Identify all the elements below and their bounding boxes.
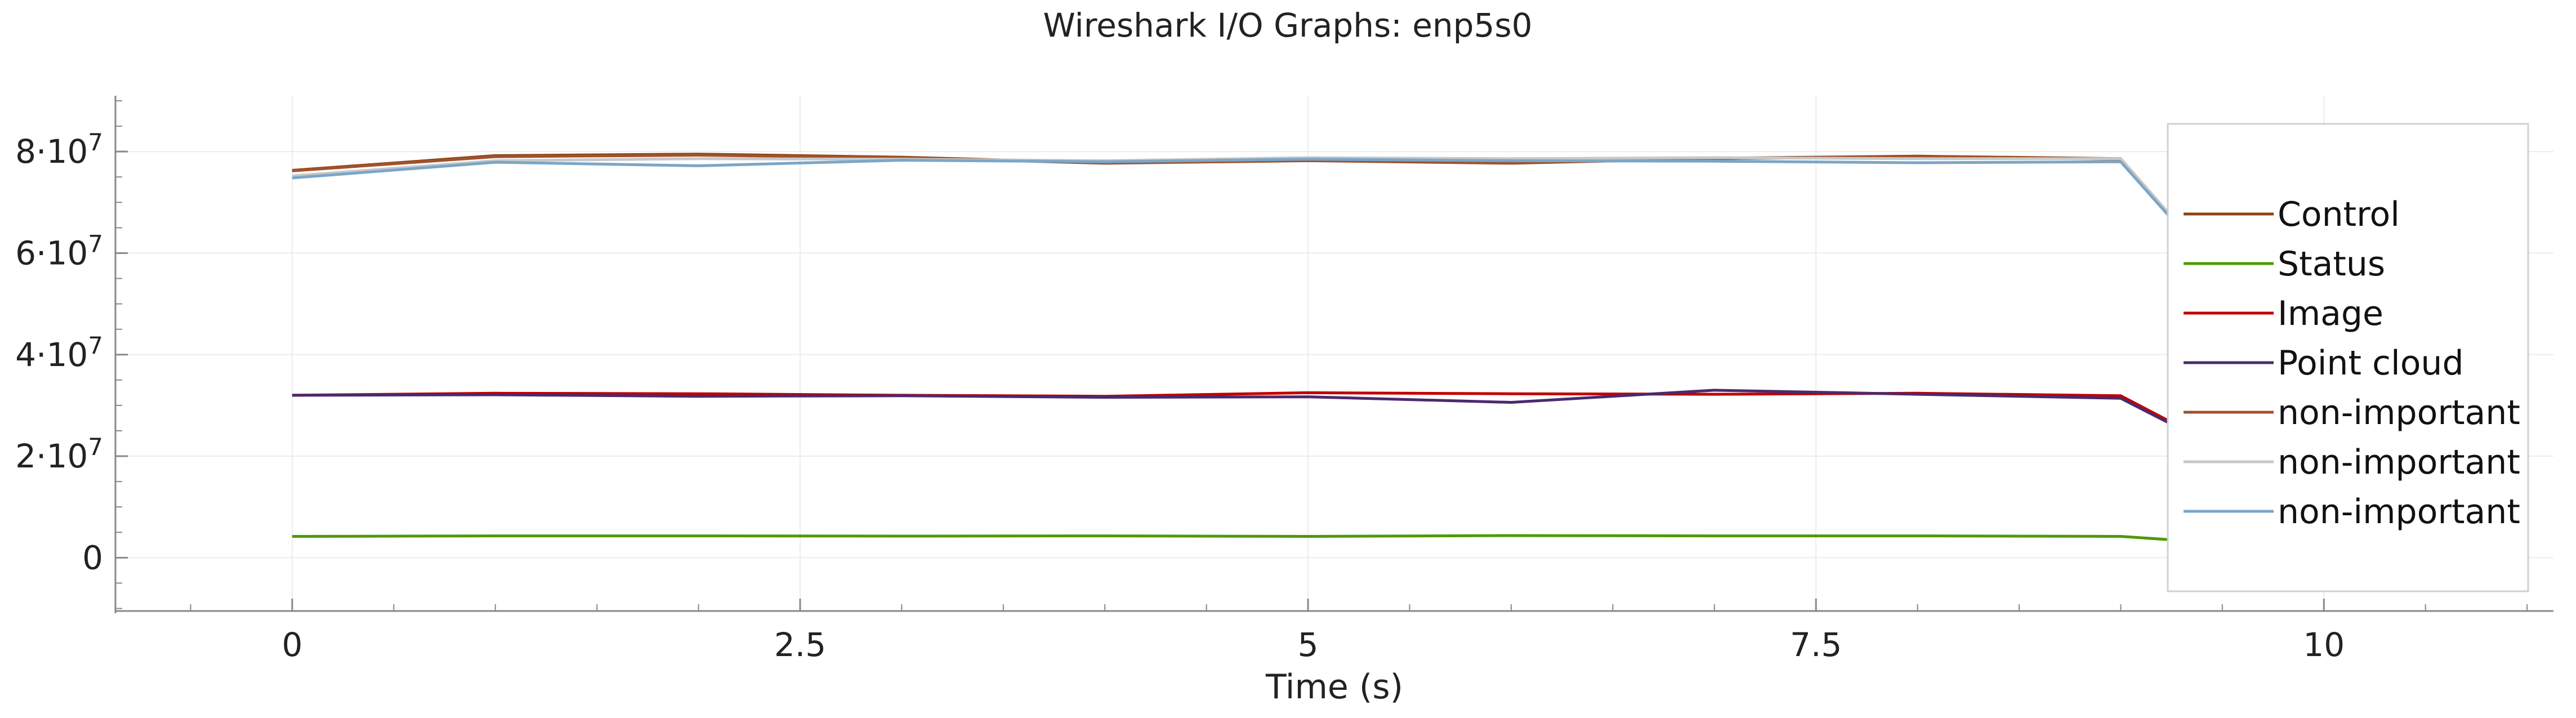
series-lines [292,153,2325,552]
series-line-1 [292,534,2324,552]
legend-label-4: non-important [2278,393,2520,432]
x-tick-label-0: 0 [282,626,302,664]
y-tick-label-2: 4·107 [15,332,103,374]
legend-box [2167,123,2529,592]
series-line-6 [292,158,2325,391]
series-line-2 [292,391,2325,503]
y-tick-label-3: 6·107 [15,230,103,272]
legend[interactable]: Control Status Image Point cloud non-importa… [2167,123,2529,592]
x-tick-label-1: 2.5 [774,626,826,664]
x-tick-label-2: 5 [1298,626,1319,664]
legend-label-2: Image [2278,294,2383,333]
chart-title: Wireshark I/O Graphs: enp5s0 [1043,6,1533,44]
x-tick-label-3: 7.5 [1790,626,1842,664]
y-tick-label-1: 2·107 [15,433,103,475]
x-axis-label: Time (s) [1265,667,1403,707]
x-tick-label-4: 10 [2303,626,2345,664]
legend-label-1: Status [2278,244,2385,284]
legend-label-6: non-important [2278,492,2520,532]
legend-label-5: non-important [2278,443,2520,482]
series-line-3 [292,389,2325,503]
legend-label-3: Point cloud [2278,344,2464,383]
y-tick-label-4: 8·107 [15,128,103,171]
y-tick-label-0: 0 [82,538,103,577]
legend-label-0: Control [2278,195,2400,234]
ticks: 0 2.5 5 7.5 10 0 2·107 4·107 6·107 8·107 [15,100,2528,664]
series-line-5 [292,156,2325,391]
